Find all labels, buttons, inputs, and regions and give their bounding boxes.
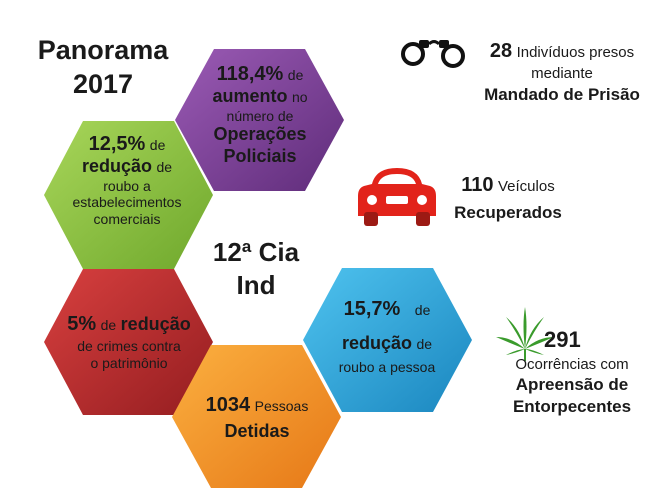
hex-orange-text: 1034 Pessoas Detidas bbox=[182, 393, 332, 443]
hex-green-line3: roubo a bbox=[103, 177, 151, 194]
unit-label: 12ª Cia Ind bbox=[196, 236, 316, 303]
stat-arrests-bold: Mandado de Prisão bbox=[484, 84, 640, 104]
title-line-2: 2017 bbox=[72, 68, 134, 99]
title-line-1: Panorama bbox=[37, 35, 169, 65]
hex-orange-bold1: Detidas bbox=[224, 421, 290, 441]
hex-blue-text: 15,7% de redução de roubo a pessoa bbox=[316, 297, 458, 375]
hex-purple-word2: no bbox=[291, 89, 308, 105]
hex-blue-line3: roubo a pessoa bbox=[338, 358, 436, 375]
stat-vehicles: 110 Veículos Recuperados bbox=[438, 172, 578, 224]
hexagon-green bbox=[44, 121, 213, 269]
car-icon bbox=[358, 168, 436, 226]
stat-vehicles-value: 110 bbox=[461, 174, 494, 196]
hexagon-orange bbox=[172, 345, 341, 488]
hex-blue-value: 15,7% bbox=[343, 298, 401, 320]
hex-purple-bold3: Policiais bbox=[223, 145, 297, 166]
hex-orange-value: 1034 bbox=[205, 394, 251, 416]
hex-red-line3: o patrimônio bbox=[90, 354, 168, 371]
hex-blue-word2: de bbox=[416, 336, 433, 352]
hex-red-text: 5% de redução de crimes contra o patrimô… bbox=[50, 312, 208, 372]
stat-drugs-bold2: Entorpecentes bbox=[512, 397, 632, 417]
unit-label-line-1: 12ª Cia bbox=[212, 237, 300, 267]
hex-orange-word1: Pessoas bbox=[254, 398, 309, 414]
hex-purple-line3: número de bbox=[226, 107, 294, 124]
unit-label-line-2: Ind bbox=[236, 270, 276, 301]
hex-blue-bold1: redução bbox=[341, 333, 412, 353]
hex-green-line5: comerciais bbox=[93, 211, 161, 228]
stat-drugs-value: 291 bbox=[544, 327, 581, 352]
hex-purple-value: 118,4% bbox=[216, 63, 284, 85]
hexagon-red bbox=[44, 269, 213, 415]
stat-drugs-bold1: Apreensão de bbox=[515, 375, 629, 395]
hex-green-line4: estabelecimentos bbox=[72, 194, 182, 211]
stat-vehicles-bold: Recuperados bbox=[454, 203, 562, 222]
hexagon-purple bbox=[175, 49, 344, 191]
hex-red-line2: de crimes contra bbox=[77, 338, 181, 354]
hex-blue-word1: de bbox=[414, 302, 431, 318]
hex-green-word2: de bbox=[156, 159, 173, 175]
hex-green-value: 12,5% bbox=[88, 133, 146, 155]
hex-red-bold1: redução bbox=[120, 314, 191, 334]
stat-arrests-value: 28 bbox=[489, 40, 513, 62]
hex-green-text: 12,5% de redução de roubo a estabelecime… bbox=[52, 132, 202, 228]
stat-arrests: 28 Indivíduos presos mediante Mandado de… bbox=[462, 38, 662, 106]
stat-drugs-text1: Ocorrências com bbox=[515, 355, 629, 373]
stat-vehicles-text1: Veículos bbox=[498, 178, 555, 195]
hex-red-value: 5% bbox=[67, 313, 97, 335]
cannabis-leaf-icon bbox=[496, 307, 554, 361]
hex-purple-word1: de bbox=[287, 67, 304, 83]
hex-purple-bold1: aumento bbox=[212, 86, 288, 106]
hex-green-bold1: redução bbox=[81, 156, 152, 176]
hex-purple-bold2: Operações bbox=[213, 124, 307, 145]
hex-green-word1: de bbox=[149, 137, 166, 153]
handcuffs-icon bbox=[401, 40, 465, 68]
stat-arrests-text1: Indivíduos presos bbox=[516, 44, 635, 61]
stat-arrests-text2: mediante bbox=[531, 65, 593, 82]
hex-red-word1: de bbox=[100, 317, 117, 333]
stat-drugs: 291 Ocorrências com Apreensão de Entorpe… bbox=[492, 326, 652, 418]
page-title: Panorama 2017 bbox=[28, 34, 178, 102]
hex-purple-text: 118,4% de aumento no número de Operações… bbox=[190, 62, 330, 168]
hexagon-blue bbox=[303, 268, 472, 412]
